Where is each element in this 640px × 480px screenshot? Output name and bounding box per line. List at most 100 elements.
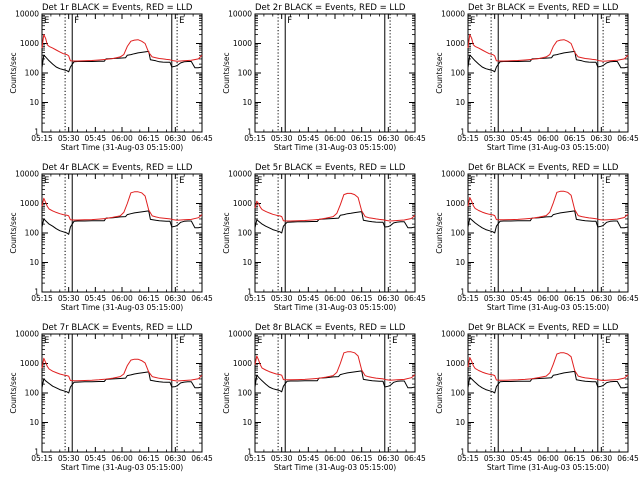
- y-tick-label: 10000: [228, 170, 252, 179]
- y-tick-label: 10: [29, 418, 39, 427]
- y-tick-label: 1000: [446, 199, 465, 208]
- x-axis-label: Start Time (31-Aug-03 05:15:00): [274, 303, 396, 312]
- x-tick-label: 06:30: [591, 134, 613, 143]
- series-lld-line: [254, 351, 416, 381]
- y-tick-label: 10: [455, 258, 465, 267]
- panel-title: Det 8r BLACK = Events, RED = LLD: [255, 323, 406, 333]
- x-tick-label: 05:30: [484, 134, 506, 143]
- x-tick-label: 06:15: [138, 134, 160, 143]
- x-tick-label: 06:00: [324, 134, 346, 143]
- x-tick-label: 05:15: [31, 454, 53, 463]
- event-marker-label: E: [179, 176, 184, 186]
- series-lld-line: [467, 352, 629, 381]
- x-tick-label: 05:15: [244, 134, 266, 143]
- series-events-line: [254, 211, 416, 234]
- plot-frame: [467, 333, 629, 453]
- x-tick-label: 05:45: [298, 134, 320, 143]
- y-axis-label: Counts/sec: [435, 52, 444, 93]
- y-tick-label: 10000: [441, 330, 465, 339]
- y-axis-label: Counts/sec: [9, 52, 18, 93]
- event-marker-label: E: [470, 336, 475, 346]
- panel-title: Det 5r BLACK = Events, RED = LLD: [255, 163, 406, 173]
- y-tick-label: 10: [29, 258, 39, 267]
- y-axis-label: Counts/sec: [222, 212, 231, 253]
- event-marker-label: E: [44, 16, 49, 26]
- panel-det-4r: Det 4r BLACK = Events, RED = LLD 1 10 100 10…: [9, 163, 213, 312]
- event-marker-label: F: [287, 16, 292, 26]
- x-tick-label: 05:30: [484, 454, 506, 463]
- panel-det-2r: Det 2r BLACK = Events, RED = LLD 1 10 100 10…: [222, 3, 426, 152]
- y-tick-label: 100: [451, 229, 466, 238]
- x-tick-label: 06:45: [191, 294, 213, 303]
- x-tick-label: 05:45: [511, 134, 533, 143]
- y-tick-label: 100: [25, 69, 40, 78]
- x-tick-label: 06:15: [351, 454, 373, 463]
- x-tick-label: 06:00: [324, 294, 346, 303]
- y-tick-label: 10: [242, 418, 252, 427]
- event-marker-label: E: [605, 176, 610, 186]
- y-tick-label: 1: [460, 448, 465, 457]
- x-tick-label: 06:45: [404, 454, 426, 463]
- x-tick-label: 05:15: [244, 454, 266, 463]
- series-events-line: [254, 370, 416, 393]
- x-tick-label: 06:00: [537, 454, 559, 463]
- panel-det-8r: Det 8r BLACK = Events, RED = LLD 1 10 100 10…: [222, 323, 426, 472]
- series-lld-line: [467, 190, 629, 221]
- y-tick-label: 1000: [446, 39, 465, 48]
- x-tick-label: 06:30: [591, 294, 613, 303]
- panel-det-5r: Det 5r BLACK = Events, RED = LLD 1 10 100 10…: [222, 163, 426, 312]
- plot-frame: [254, 333, 416, 453]
- panel-title: Det 4r BLACK = Events, RED = LLD: [42, 163, 193, 173]
- x-tick-label: 06:30: [591, 454, 613, 463]
- plot-frame: [254, 173, 416, 293]
- x-tick-label: 06:45: [617, 294, 639, 303]
- event-marker-label: E: [179, 16, 184, 26]
- y-tick-label: 1000: [20, 39, 39, 48]
- x-axis-label: Start Time (31-Aug-03 05:15:00): [487, 303, 609, 312]
- x-tick-label: 05:30: [271, 294, 293, 303]
- panel-det-7r: Det 7r BLACK = Events, RED = LLD 1 10 100 10…: [9, 323, 213, 472]
- panel-det-6r: Det 6r BLACK = Events, RED = LLD 1 10 100 10…: [435, 163, 639, 312]
- series-events-line: [41, 50, 203, 73]
- series-events-line: [41, 371, 203, 394]
- event-marker-label: E: [179, 336, 184, 346]
- event-marker-label: E: [257, 336, 262, 346]
- panel-title: Det 1r BLACK = Events, RED = LLD: [42, 3, 193, 13]
- x-tick-label: 06:15: [351, 134, 373, 143]
- panel-det-3r: Det 3r BLACK = Events, RED = LLD 1 10 100 10…: [435, 3, 639, 152]
- x-tick-label: 05:15: [457, 134, 479, 143]
- series-lld-line: [41, 34, 203, 62]
- series-lld-line: [41, 191, 203, 221]
- series-events-line: [467, 50, 629, 73]
- plot-frame: [41, 13, 203, 133]
- x-tick-label: 06:00: [537, 134, 559, 143]
- y-tick-label: 1: [247, 448, 252, 457]
- y-tick-label: 10: [29, 98, 39, 107]
- x-tick-label: 06:30: [378, 454, 400, 463]
- x-tick-label: 06:15: [564, 454, 586, 463]
- y-tick-label: 1: [34, 128, 39, 137]
- y-tick-label: 1000: [233, 39, 252, 48]
- x-tick-label: 05:15: [31, 294, 53, 303]
- x-tick-label: 05:45: [85, 134, 107, 143]
- panel-det-1r: Det 1r BLACK = Events, RED = LLD 1 10 100 10…: [9, 3, 213, 152]
- y-tick-label: 100: [238, 69, 253, 78]
- x-tick-label: 06:45: [617, 454, 639, 463]
- x-tick-label: 05:45: [298, 294, 320, 303]
- panel-det-9r: Det 9r BLACK = Events, RED = LLD 1 10 100 10…: [435, 323, 639, 472]
- y-tick-label: 100: [451, 389, 466, 398]
- y-tick-label: 1: [247, 288, 252, 297]
- x-tick-label: 06:45: [191, 134, 213, 143]
- series-lld-line: [254, 192, 416, 222]
- y-axis-label: Counts/sec: [222, 52, 231, 93]
- y-axis-label: Counts/sec: [9, 372, 18, 413]
- y-axis-label: Counts/sec: [222, 372, 231, 413]
- event-marker-label: E: [605, 336, 610, 346]
- x-tick-label: 05:45: [298, 454, 320, 463]
- x-tick-label: 05:30: [271, 134, 293, 143]
- y-tick-label: 1: [34, 448, 39, 457]
- x-tick-label: 06:00: [111, 134, 133, 143]
- x-tick-label: 05:45: [511, 454, 533, 463]
- y-axis-label: Counts/sec: [435, 372, 444, 413]
- plot-frame: [467, 173, 629, 293]
